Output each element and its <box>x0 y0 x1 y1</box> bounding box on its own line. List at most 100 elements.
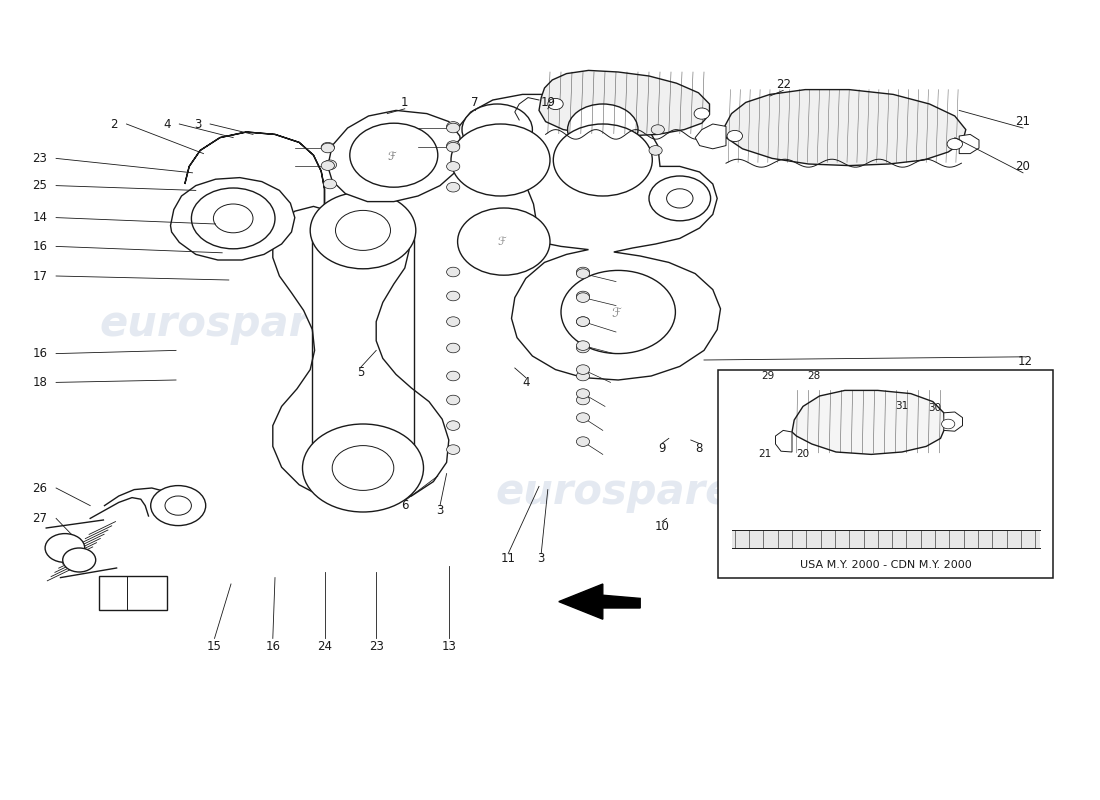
Text: 3: 3 <box>194 118 201 130</box>
FancyBboxPatch shape <box>718 370 1053 578</box>
Bar <box>99 576 167 610</box>
Circle shape <box>576 437 590 446</box>
Text: 20: 20 <box>796 450 810 459</box>
Circle shape <box>576 269 590 278</box>
Text: 14: 14 <box>32 211 47 224</box>
Circle shape <box>576 317 590 326</box>
Text: 2: 2 <box>110 118 118 130</box>
Circle shape <box>447 421 460 430</box>
Text: 16: 16 <box>32 347 47 360</box>
Circle shape <box>447 395 460 405</box>
Text: 21: 21 <box>758 450 771 459</box>
Circle shape <box>942 419 955 429</box>
Circle shape <box>576 395 590 405</box>
Text: 19: 19 <box>540 96 556 109</box>
Text: 20: 20 <box>1015 160 1031 173</box>
Circle shape <box>321 143 334 153</box>
Circle shape <box>447 317 460 326</box>
Circle shape <box>323 160 337 170</box>
Text: 1: 1 <box>402 96 408 109</box>
Circle shape <box>649 146 662 155</box>
Circle shape <box>576 293 590 302</box>
Circle shape <box>576 413 590 422</box>
Circle shape <box>548 98 563 110</box>
Text: 21: 21 <box>1015 115 1031 128</box>
Polygon shape <box>959 134 979 154</box>
Circle shape <box>576 389 590 398</box>
Text: 5: 5 <box>358 366 364 378</box>
Text: 13: 13 <box>441 640 456 653</box>
Text: 3: 3 <box>437 504 443 517</box>
Circle shape <box>947 138 962 150</box>
Circle shape <box>458 208 550 275</box>
Text: eurospares: eurospares <box>495 471 759 513</box>
Circle shape <box>447 162 460 171</box>
Circle shape <box>576 291 590 301</box>
Polygon shape <box>328 110 462 202</box>
Text: 28: 28 <box>807 371 821 381</box>
Circle shape <box>332 446 394 490</box>
Circle shape <box>576 267 590 277</box>
Polygon shape <box>451 94 720 380</box>
Circle shape <box>45 534 85 562</box>
Circle shape <box>553 124 652 196</box>
Text: 25: 25 <box>32 179 47 192</box>
Circle shape <box>576 371 590 381</box>
Circle shape <box>447 141 460 150</box>
Text: 27: 27 <box>32 512 47 525</box>
Text: 26: 26 <box>32 482 47 494</box>
Circle shape <box>213 204 253 233</box>
Circle shape <box>447 343 460 353</box>
Polygon shape <box>185 132 449 504</box>
Text: 9: 9 <box>659 442 666 454</box>
Circle shape <box>302 424 424 512</box>
Text: 4: 4 <box>522 376 529 389</box>
Circle shape <box>447 123 460 133</box>
Circle shape <box>568 104 638 155</box>
Polygon shape <box>724 90 966 166</box>
Circle shape <box>447 445 460 454</box>
Circle shape <box>447 267 460 277</box>
Circle shape <box>447 291 460 301</box>
Polygon shape <box>559 584 640 619</box>
Circle shape <box>649 176 711 221</box>
Polygon shape <box>792 390 946 454</box>
Text: 4: 4 <box>163 118 170 130</box>
Circle shape <box>651 125 664 134</box>
Circle shape <box>447 371 460 381</box>
Circle shape <box>727 130 742 142</box>
Circle shape <box>576 343 590 353</box>
Circle shape <box>561 270 675 354</box>
Circle shape <box>576 317 590 326</box>
Circle shape <box>447 122 460 131</box>
Text: 7: 7 <box>472 96 478 109</box>
Text: 24: 24 <box>317 640 332 653</box>
Text: 30: 30 <box>928 403 942 413</box>
Text: 15: 15 <box>207 640 222 653</box>
Circle shape <box>321 142 334 152</box>
Circle shape <box>462 104 532 155</box>
Text: 12: 12 <box>1018 355 1033 368</box>
Text: 17: 17 <box>32 270 47 282</box>
Circle shape <box>323 179 337 189</box>
Text: 6: 6 <box>402 499 408 512</box>
Text: ℱ: ℱ <box>387 152 396 162</box>
Circle shape <box>667 189 693 208</box>
Circle shape <box>576 341 590 350</box>
Circle shape <box>165 496 191 515</box>
Text: 3: 3 <box>538 552 544 565</box>
Text: eurospares: eurospares <box>99 303 363 345</box>
Polygon shape <box>776 430 792 452</box>
Text: 18: 18 <box>32 376 47 389</box>
Text: 22: 22 <box>776 78 791 90</box>
Circle shape <box>451 124 550 196</box>
Polygon shape <box>170 178 295 260</box>
Circle shape <box>694 108 710 119</box>
Text: ℱ: ℱ <box>497 238 506 247</box>
Text: 16: 16 <box>32 240 47 253</box>
Polygon shape <box>695 124 726 149</box>
Circle shape <box>336 210 390 250</box>
Text: 23: 23 <box>32 152 47 165</box>
Circle shape <box>63 548 96 572</box>
Circle shape <box>191 188 275 249</box>
